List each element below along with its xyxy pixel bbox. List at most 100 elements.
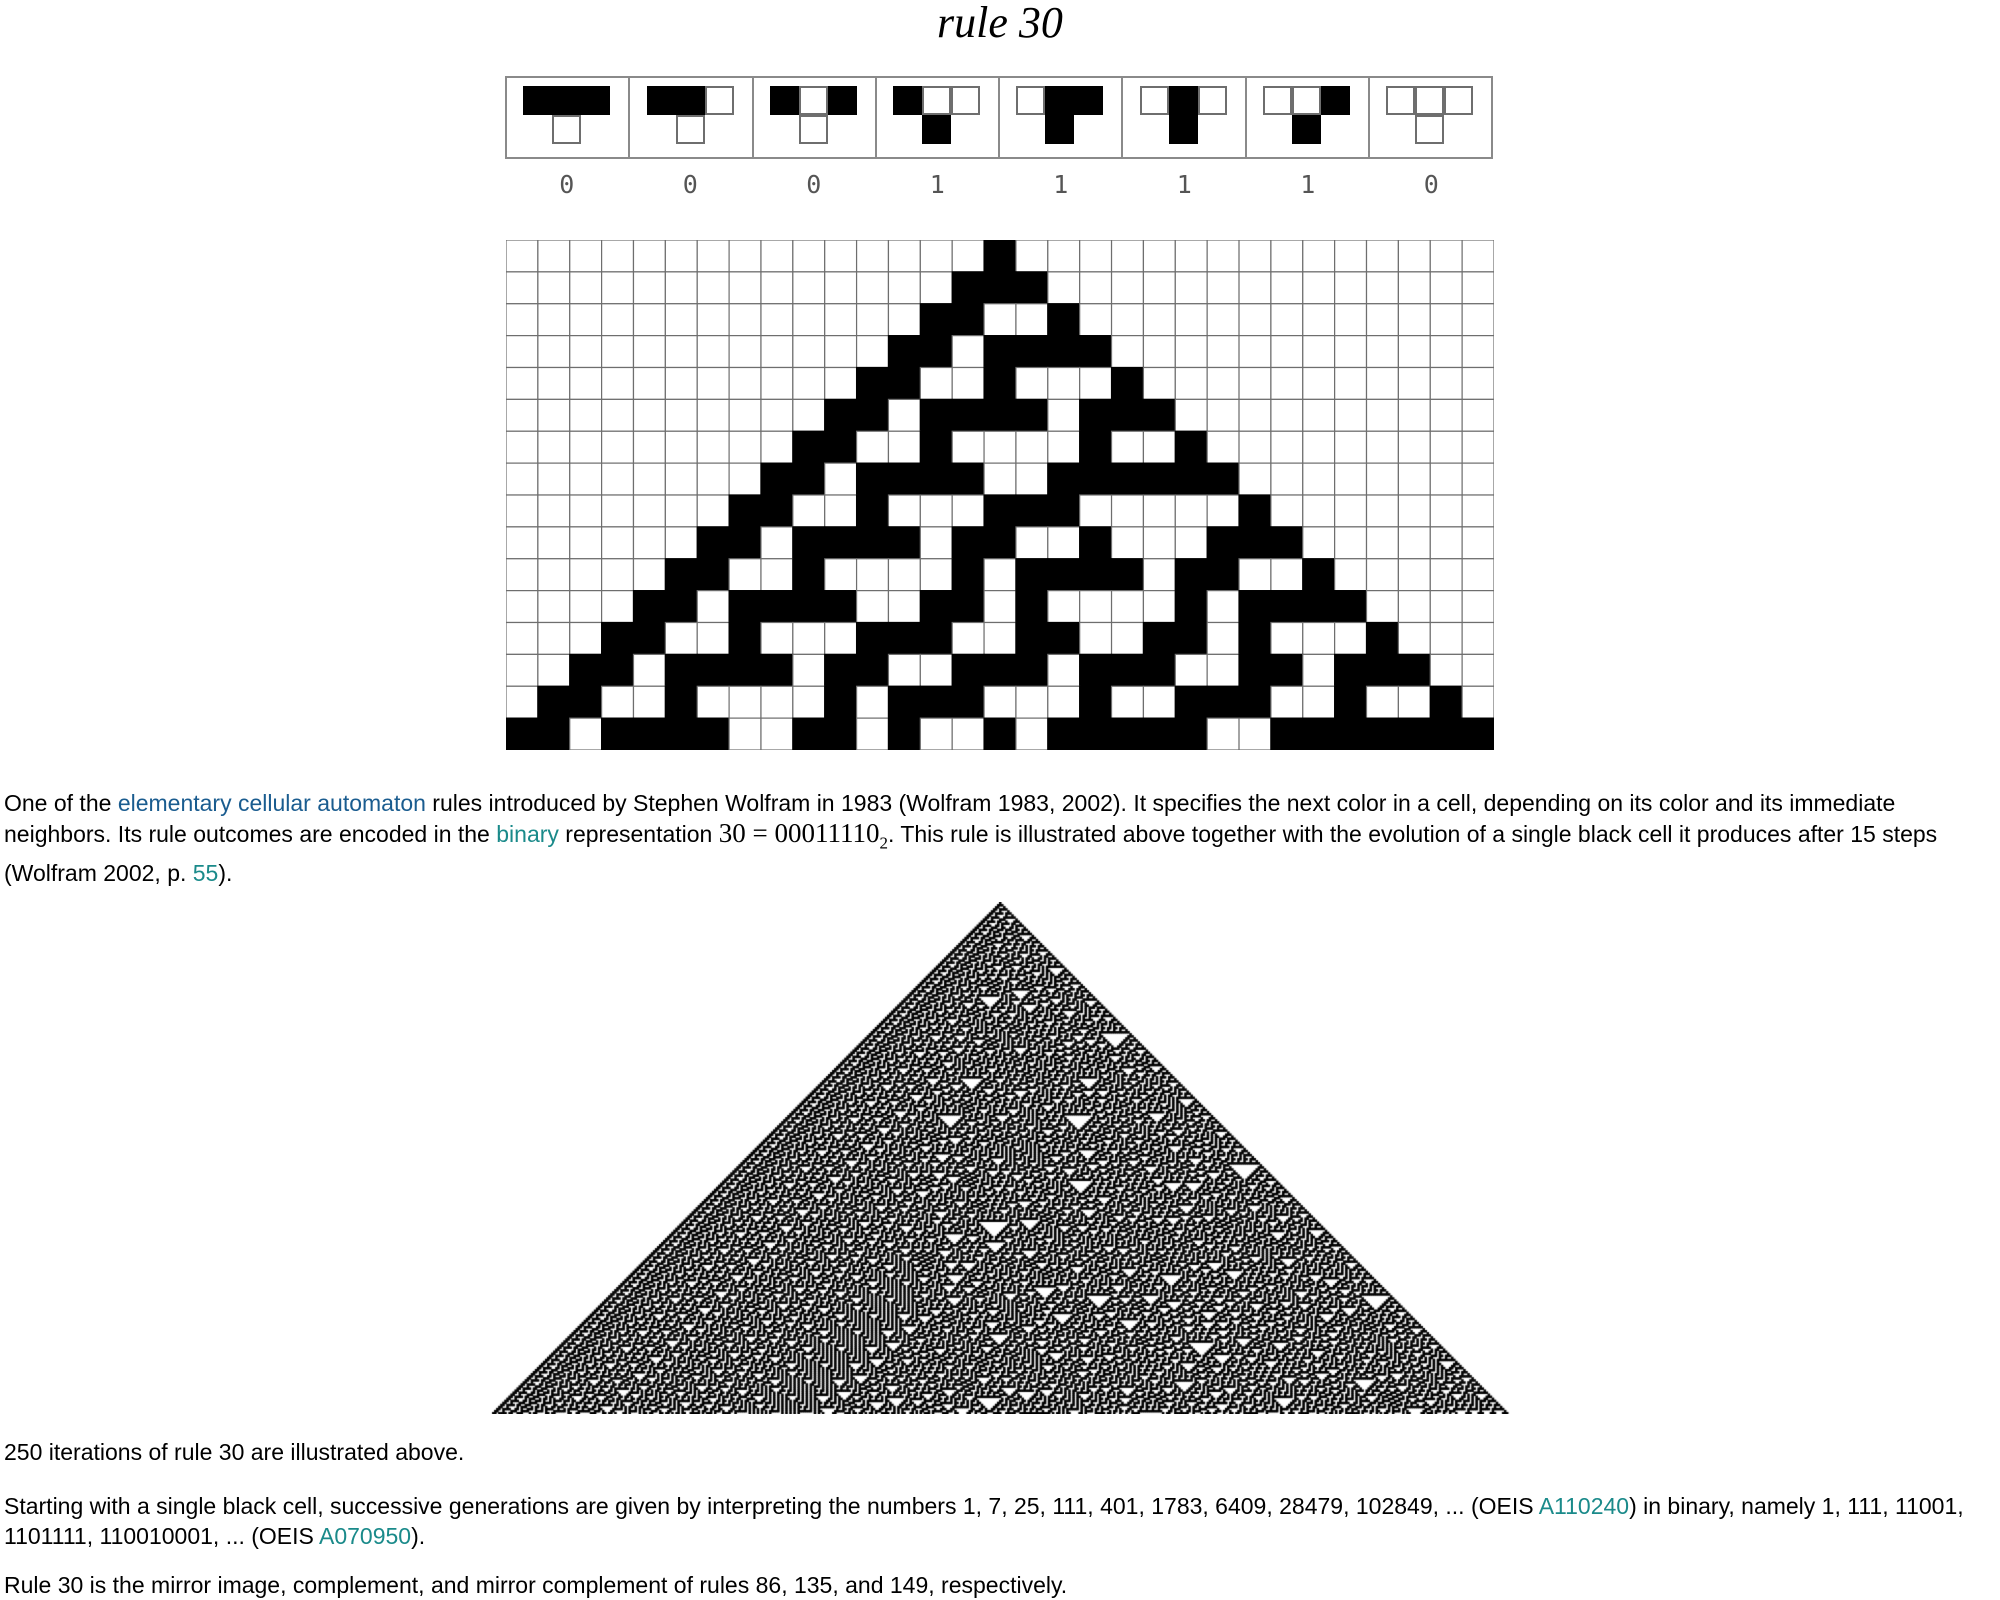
white-cell (760, 240, 794, 273)
white-cell (569, 366, 603, 400)
black-cell (983, 240, 1017, 273)
white-cell (887, 303, 921, 337)
black-cell (1429, 685, 1463, 719)
white-cell (1110, 590, 1145, 624)
text-run: ). (218, 860, 233, 887)
white-cell (1206, 271, 1240, 305)
white-cell (1397, 685, 1431, 719)
mirror-paragraph: Rule 30 is the mirror image, complement,… (4, 1572, 1068, 1598)
black-cell (1015, 590, 1049, 624)
white-cell (760, 430, 794, 464)
white-cell (1461, 590, 1494, 624)
black-cell (1047, 494, 1081, 528)
white-cell (569, 430, 603, 464)
white-cell (632, 558, 666, 592)
link-oeis-a110240[interactable]: A110240 (1538, 1493, 1630, 1519)
white-cell (1302, 271, 1336, 305)
black-cell (887, 366, 921, 400)
link-binary[interactable]: binary (496, 821, 559, 847)
black-cell (792, 430, 826, 464)
white-cell (1047, 590, 1081, 624)
white-cell (792, 398, 826, 432)
white-cell (1461, 240, 1494, 273)
black-cell (887, 621, 921, 655)
white-cell (887, 653, 921, 687)
black-cell (1270, 717, 1304, 750)
outcome-cell (922, 115, 951, 144)
rule-case-0 (507, 78, 631, 157)
white-cell (1110, 526, 1145, 560)
white-cell (983, 590, 1017, 624)
black-cell (919, 303, 953, 337)
black-cell (1174, 685, 1208, 719)
white-cell (1397, 240, 1431, 273)
black-cell (1334, 590, 1368, 624)
white-cell (1047, 526, 1081, 560)
white-cell (983, 462, 1017, 496)
white-cell (887, 240, 921, 273)
black-cell (664, 558, 698, 592)
black-cell (1461, 717, 1494, 750)
neighborhood-cell (1139, 86, 1169, 115)
white-cell (919, 366, 953, 400)
white-cell (537, 526, 571, 560)
black-cell (760, 590, 794, 624)
white-cell (760, 717, 794, 750)
white-cell (1079, 621, 1113, 655)
white-cell (919, 558, 953, 592)
white-cell (1015, 366, 1049, 400)
white-cell (1238, 303, 1272, 337)
white-cell (1047, 240, 1081, 273)
white-cell (1110, 271, 1145, 305)
neighborhood-cell (1262, 86, 1292, 115)
white-cell (569, 558, 603, 592)
white-cell (1174, 653, 1208, 687)
black-cell (601, 653, 635, 687)
white-cell (1110, 335, 1145, 369)
link-elementary-cellular-automaton[interactable]: elementary cellular automaton (117, 790, 426, 816)
black-cell (1174, 430, 1208, 464)
black-cell (664, 685, 698, 719)
white-cell (506, 685, 539, 719)
white-cell (1365, 335, 1399, 369)
black-cell (855, 366, 890, 400)
black-cell (951, 685, 985, 719)
white-cell (632, 366, 666, 400)
link-page-55[interactable]: 55 (192, 860, 219, 887)
white-cell (1302, 653, 1336, 687)
link-oeis-a070950[interactable]: A070950 (319, 1523, 412, 1549)
white-cell (569, 621, 603, 655)
white-cell (537, 430, 571, 464)
white-cell (855, 590, 890, 624)
white-cell (1365, 271, 1399, 305)
black-cell (696, 717, 730, 750)
black-cell (601, 717, 635, 750)
white-cell (1238, 558, 1272, 592)
white-cell (1461, 621, 1494, 655)
black-cell (696, 526, 730, 560)
white-cell (1334, 335, 1368, 369)
white-cell (696, 271, 730, 305)
white-cell (696, 462, 730, 496)
text-run: representation (558, 821, 719, 847)
white-cell (1079, 590, 1113, 624)
white-cell (537, 366, 571, 400)
black-cell (1110, 366, 1145, 400)
white-cell (1015, 717, 1049, 750)
black-cell (1365, 653, 1399, 687)
black-cell (632, 717, 666, 750)
white-cell (1334, 398, 1368, 432)
white-cell (824, 558, 858, 592)
white-cell (728, 240, 762, 273)
white-cell (1110, 685, 1145, 719)
black-cell (983, 494, 1017, 528)
white-cell (506, 494, 539, 528)
rule-case-4 (1000, 78, 1124, 157)
white-cell (1302, 494, 1336, 528)
white-cell (1047, 271, 1081, 305)
white-cell (1302, 621, 1336, 655)
white-cell (792, 685, 826, 719)
white-cell (1429, 494, 1463, 528)
neighborhood-cell (1320, 86, 1350, 115)
white-cell (1270, 303, 1304, 337)
